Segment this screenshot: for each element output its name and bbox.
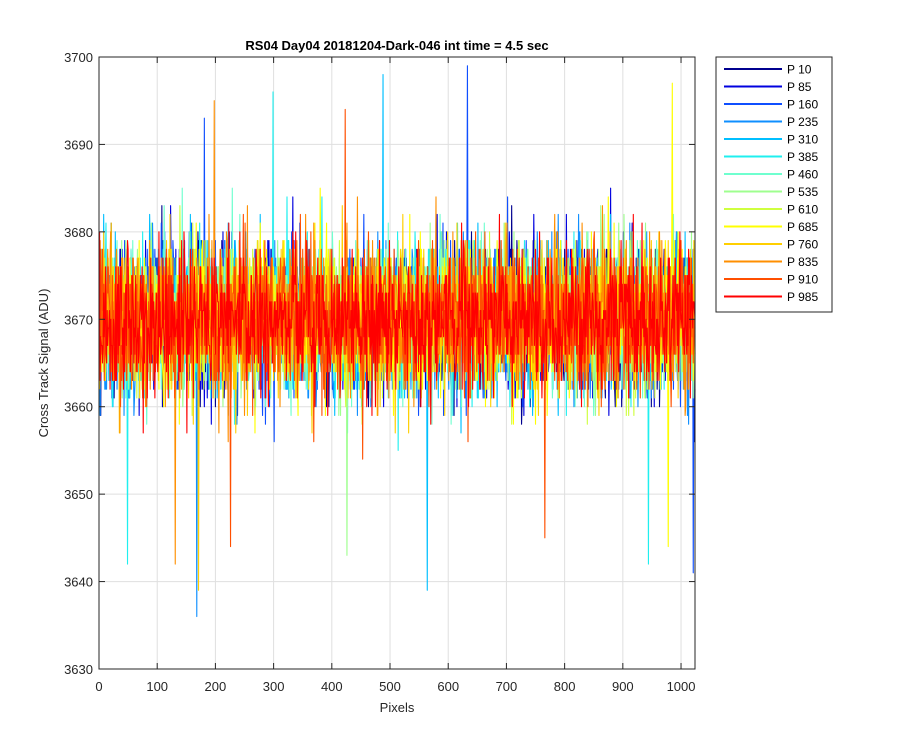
axis-ticks: 0 100 200 300 400 500 600 700 800 900 1000 3630 3640…: [64, 50, 695, 694]
legend-label: P 310: [787, 133, 818, 147]
legend: P 10 P 85 P 160 P 235 P 310 P 385 P 460 P 535 P …: [715, 56, 833, 313]
legend-label: P 10: [787, 63, 812, 77]
series-line: [99, 213, 696, 434]
plot-frame: [98, 56, 696, 670]
y-tick-label: 3700: [64, 50, 93, 65]
x-axis-label: Pixels: [380, 700, 415, 715]
series-line: [99, 108, 696, 548]
x-tick-label: 1000: [667, 679, 696, 694]
y-tick-label: 3660: [64, 400, 93, 415]
y-tick-label: 3630: [64, 662, 93, 677]
legend-label: P 610: [787, 203, 818, 217]
y-tick-label: 3690: [64, 137, 93, 152]
x-tick-label: 800: [554, 679, 576, 694]
legend-label: P 910: [787, 273, 818, 287]
x-tick-label: 500: [379, 679, 401, 694]
legend-label: P 760: [787, 238, 818, 252]
chart-title: RS04 Day04 20181204-Dark-046 int time = …: [245, 38, 548, 53]
y-tick-label: 3670: [64, 312, 93, 327]
y-tick-label: 3680: [64, 225, 93, 240]
x-tick-label: 0: [95, 679, 102, 694]
y-axis-label: Cross Track Signal (ADU): [36, 289, 51, 438]
x-tick-label: 100: [146, 679, 168, 694]
x-tick-label: 600: [437, 679, 459, 694]
legend-label: P 460: [787, 168, 818, 182]
x-tick-label: 300: [263, 679, 285, 694]
legend-label: P 235: [787, 115, 818, 129]
legend-label: P 835: [787, 255, 818, 269]
x-tick-label: 700: [496, 679, 518, 694]
x-tick-label: 400: [321, 679, 343, 694]
y-tick-label: 3640: [64, 575, 93, 590]
legend-label: P 160: [787, 98, 818, 112]
legend-box: [715, 56, 833, 313]
legend-label: P 985: [787, 290, 818, 304]
legend-label: P 385: [787, 150, 818, 164]
legend-label: P 85: [787, 80, 812, 94]
x-tick-label: 900: [612, 679, 634, 694]
legend-label: P 685: [787, 220, 818, 234]
legend-label: P 535: [787, 185, 818, 199]
y-tick-label: 3650: [64, 487, 93, 502]
x-tick-label: 200: [205, 679, 227, 694]
series-lines: [99, 65, 696, 618]
